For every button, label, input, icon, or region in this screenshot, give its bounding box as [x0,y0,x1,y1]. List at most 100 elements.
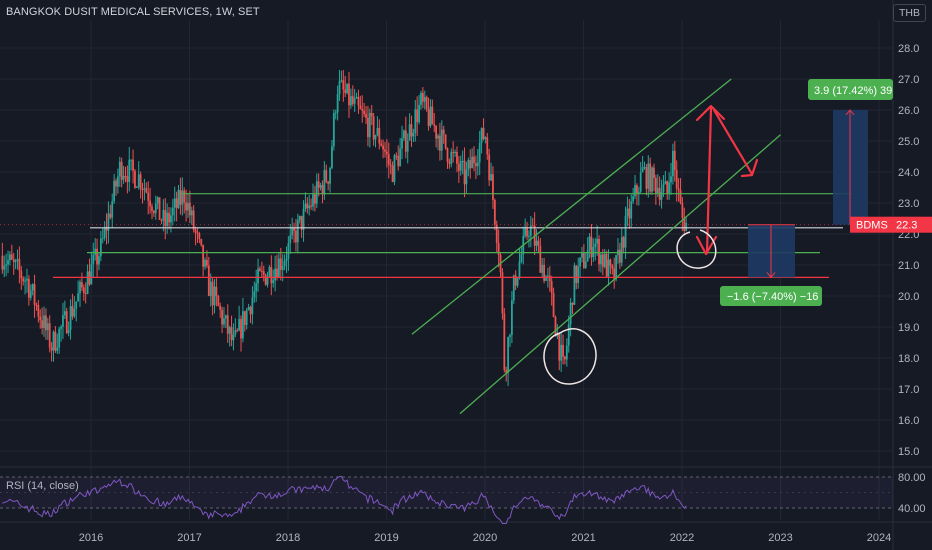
candle-body [503,313,506,370]
candle [463,147,466,198]
candle-body [510,300,513,335]
candle [22,276,25,286]
candle-body [310,205,313,207]
candle-body [135,186,138,188]
candle-body [342,80,345,90]
candle [313,185,316,212]
candle-body [295,230,297,243]
candle [478,130,481,176]
candle [365,106,367,124]
candle [185,189,187,222]
time-tick-label: 2024 [867,532,891,544]
candle [459,155,462,176]
candle-body [492,174,494,201]
candle-body [18,259,21,271]
candle-body [232,334,235,341]
candle-body [565,345,568,360]
candle-body [397,155,400,167]
candle-body [645,167,648,189]
candle-body [418,104,420,123]
candle-body [105,227,108,231]
candle-body [67,329,70,334]
candle [230,315,233,347]
candle-body [10,254,13,260]
candle [363,103,366,118]
candle-body [656,187,659,194]
candle [457,156,460,183]
candle [444,134,447,150]
candle [236,328,239,333]
candle-body [312,194,314,207]
chart-title: BANGKOK DUSIT MEDICAL SERVICES, 1W, SET [6,6,260,18]
candle-body [185,202,187,211]
candle-body [94,248,97,255]
candle [552,287,555,318]
candle-body [446,148,449,162]
candle [331,139,333,170]
candle-body [200,238,203,245]
candle [482,118,485,141]
candle [509,333,511,348]
candle-body [259,268,261,271]
last-price-tag-bg [850,216,932,233]
candle-body [632,196,635,202]
candle [287,236,290,271]
candle-body [344,89,347,93]
candle [675,160,678,202]
candle [207,256,210,297]
candle [450,148,453,168]
currency-button[interactable]: THB [893,4,926,22]
candle [403,129,405,141]
candle [473,146,475,172]
candle-body [116,176,119,187]
candle [278,252,280,279]
candle [471,148,474,169]
candle [594,237,597,261]
candle [677,178,680,202]
candle-body [276,268,278,278]
candle-body [166,212,169,226]
candle-body [457,163,460,171]
candle [134,168,136,189]
candle-body [170,215,172,223]
candle [681,197,684,232]
candle [357,89,360,114]
candle-body [666,181,669,194]
candle-body [649,163,652,192]
price-tick-label: 17.0 [898,384,919,396]
candle-body [190,210,193,216]
candle-body [368,112,371,138]
candle-body [414,109,417,133]
candle [272,269,275,288]
candle-body [531,225,534,227]
candle-body [380,143,383,146]
candle [391,161,394,183]
candle [685,216,688,232]
candle [584,252,587,269]
candle [535,229,538,252]
candle [209,273,212,307]
candle [137,161,140,190]
candle [384,141,386,158]
candle-body [643,167,646,169]
candle [672,143,674,185]
candle [107,201,110,244]
candle [16,249,19,270]
candle-body [512,275,515,301]
candle-body [427,109,430,126]
candle-body [162,210,165,221]
candle-body [556,333,559,337]
candle [3,255,6,278]
candle [285,246,288,273]
candle-body [183,190,186,203]
candle-body [262,271,265,275]
candle [556,324,559,340]
candle [173,186,176,222]
candle [654,174,657,205]
candle [543,257,545,284]
candle [217,294,220,307]
drawn-circle-low [543,328,597,385]
candle-body [22,278,25,282]
candle [613,257,616,289]
